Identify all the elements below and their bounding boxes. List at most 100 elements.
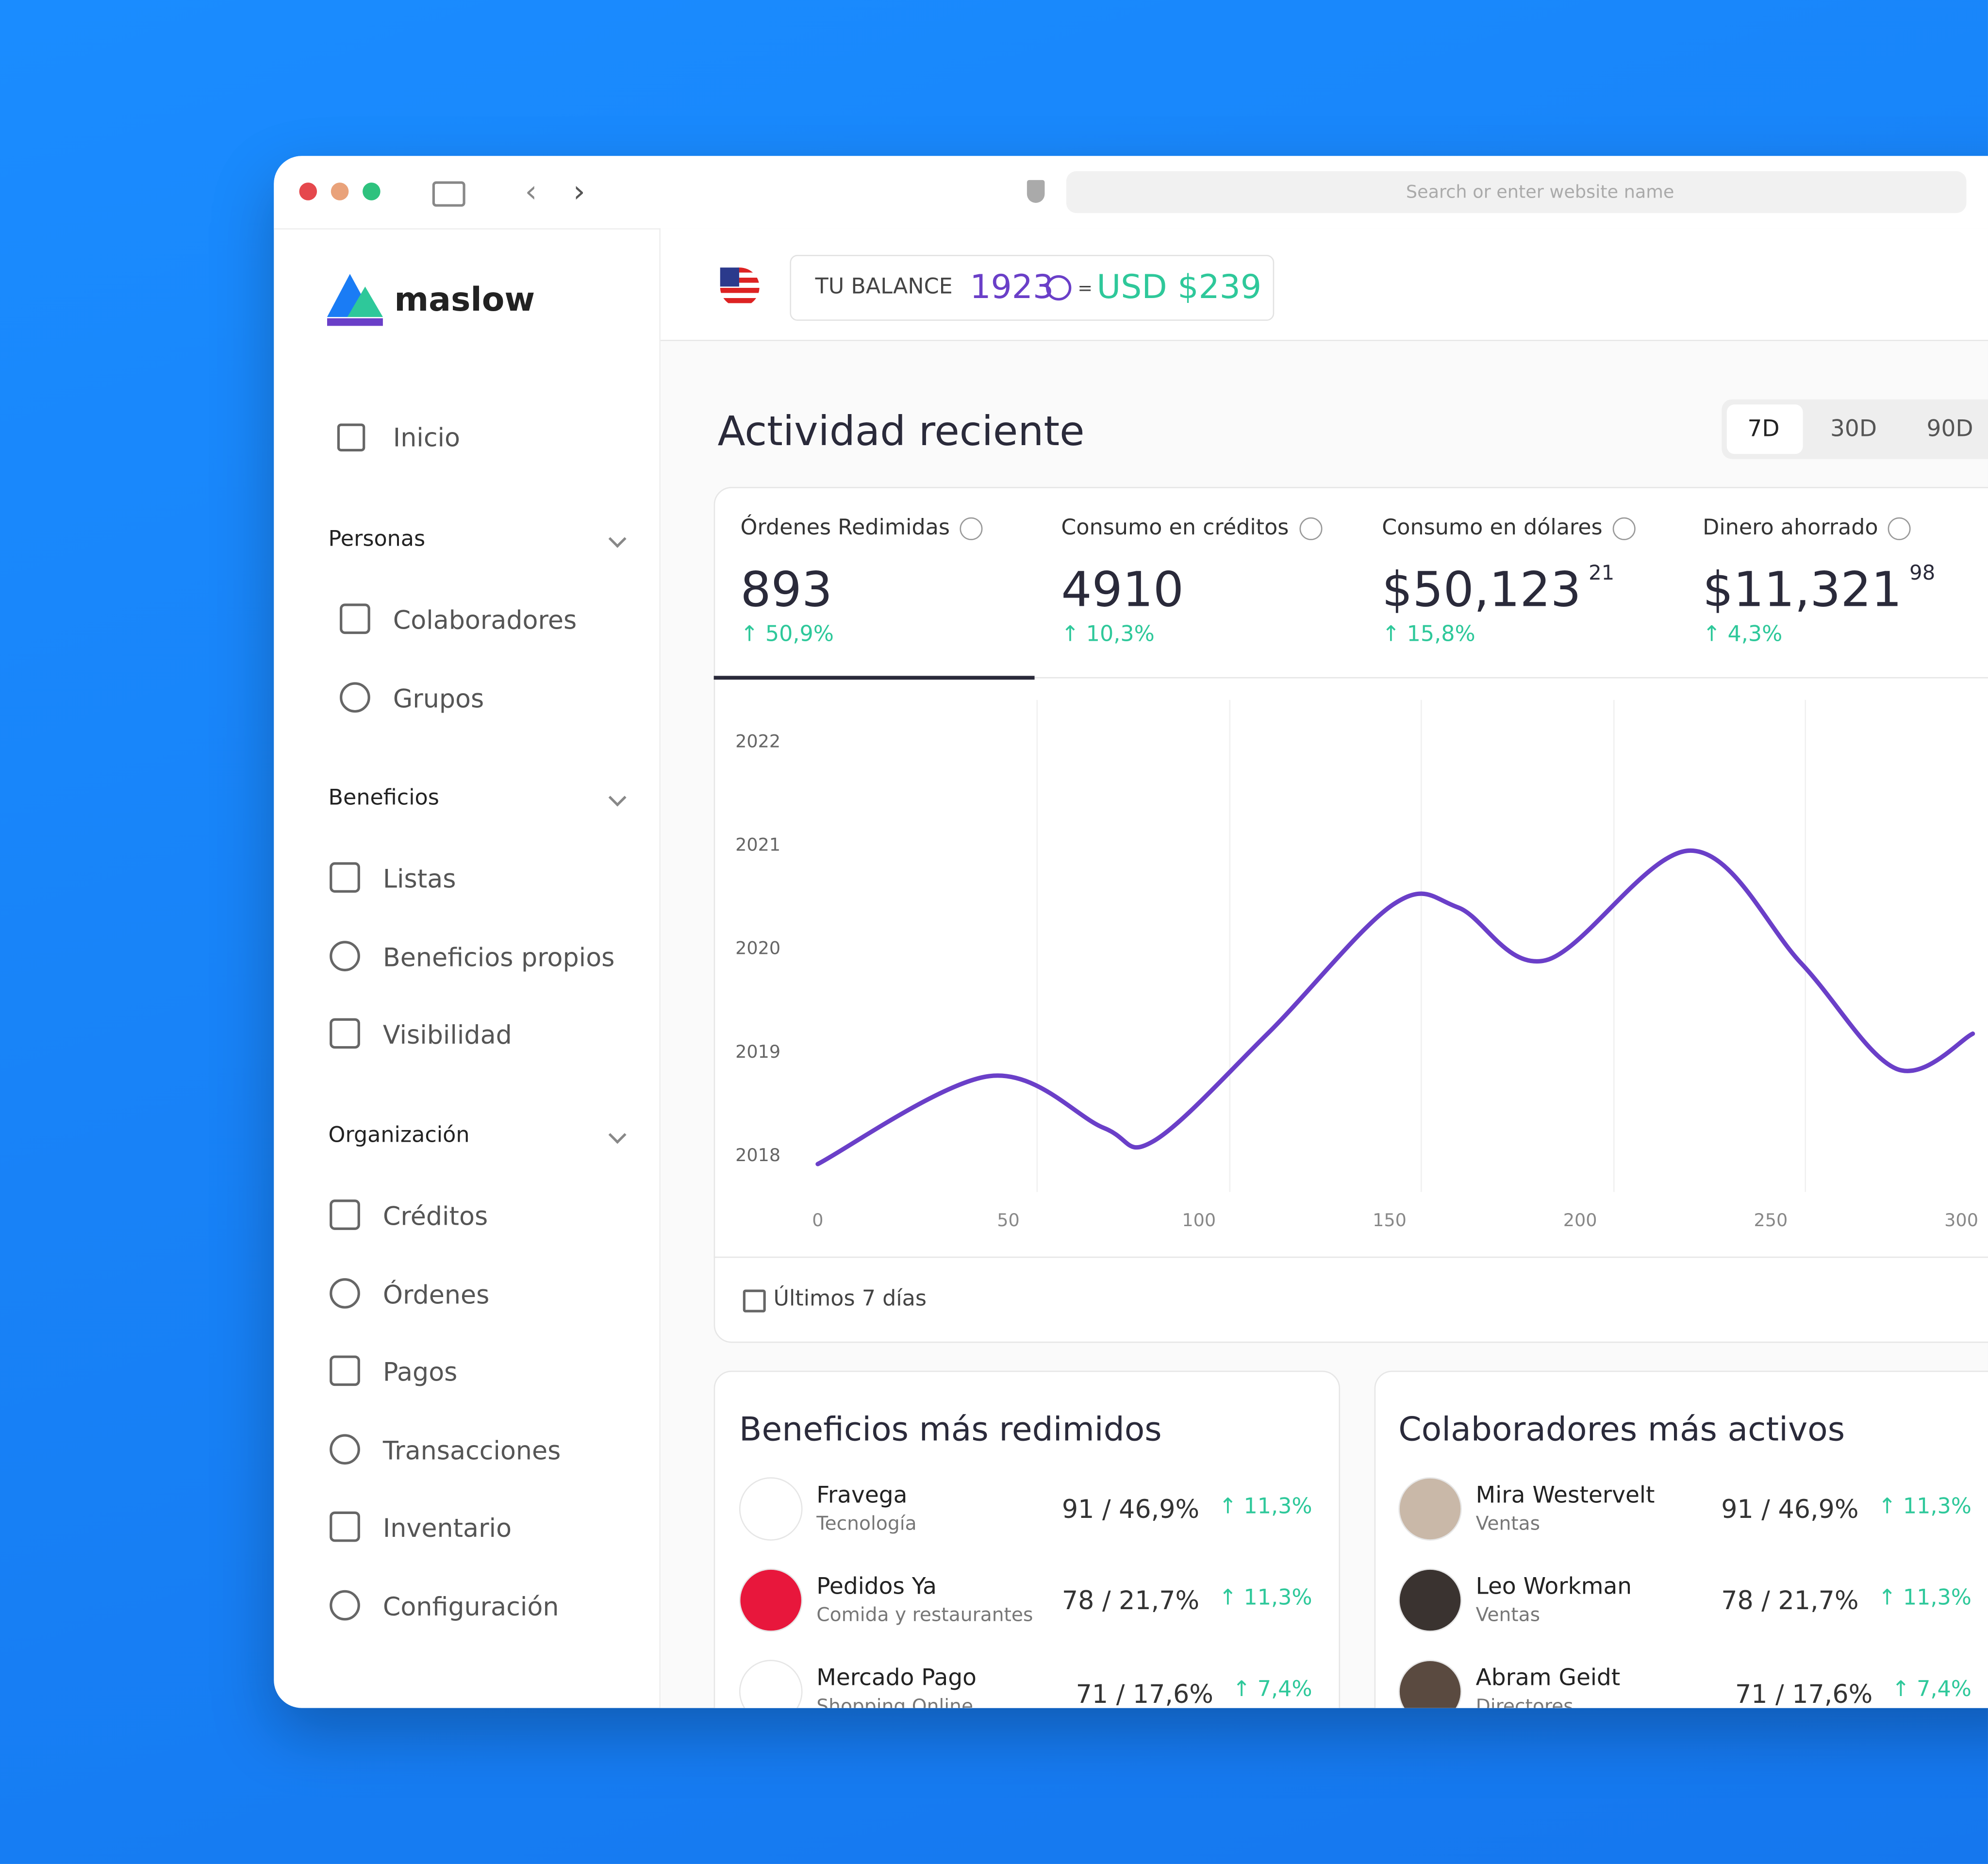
- nav-item[interactable]: Beneficios propios: [382, 942, 615, 973]
- nav-item[interactable]: Transacciones: [382, 1435, 561, 1466]
- nav-icon: [330, 1512, 360, 1543]
- balance-usd: USD $239: [1096, 268, 1262, 307]
- nav-item[interactable]: Inicio: [393, 422, 461, 453]
- stat-value: 893: [740, 562, 832, 618]
- home-icon: [337, 423, 365, 451]
- forward-button[interactable]: ›: [573, 173, 585, 210]
- avatar: [739, 1477, 803, 1541]
- x-tick-label: 0: [812, 1210, 823, 1231]
- row-name: Mira Westervelt: [1475, 1482, 1655, 1509]
- row-name: Fravega: [816, 1482, 908, 1509]
- row-name: Leo Workman: [1475, 1573, 1632, 1600]
- x-tick-label: 300: [1944, 1210, 1978, 1231]
- info-icon: [1612, 517, 1636, 540]
- activity-title: Actividad reciente: [717, 407, 1085, 455]
- row-change: ↑ 11,3%: [1878, 1585, 1971, 1611]
- nav-item[interactable]: Órdenes: [382, 1279, 490, 1310]
- stat-change: ↑ 10,3%: [1061, 622, 1155, 648]
- nav-item[interactable]: Créditos: [382, 1200, 488, 1232]
- calendar-icon: [743, 1289, 766, 1313]
- address-placeholder: Search or enter website name: [1406, 183, 1674, 203]
- stats-divider: [713, 677, 1988, 679]
- chart-footer-divider: [713, 1256, 1988, 1258]
- info-icon: [1299, 517, 1323, 540]
- benefits-card: [713, 1370, 1341, 1708]
- nav-icon: [330, 1355, 360, 1386]
- info-icon: [960, 517, 983, 540]
- nav-icon: [330, 1018, 360, 1049]
- info-icon: [1888, 517, 1911, 540]
- nav-section[interactable]: Organización: [328, 1123, 470, 1148]
- nav-section[interactable]: Personas: [328, 527, 426, 552]
- nav-icon: [330, 1199, 360, 1230]
- row-category: Shopping Online: [816, 1695, 974, 1708]
- browser-window: ‹ › Search or enter website name maslow …: [274, 156, 1988, 1708]
- chart-footer: Últimos 7 días: [773, 1286, 927, 1312]
- address-bar[interactable]: [1066, 171, 1967, 213]
- stat-cents: 98: [1909, 560, 1936, 585]
- row-change: ↑ 11,3%: [1219, 1494, 1312, 1520]
- row-category: Ventas: [1475, 1512, 1541, 1535]
- x-tick-label: 150: [1373, 1210, 1407, 1231]
- balance-equals: =: [1077, 279, 1093, 300]
- row-change: ↑ 7,4%: [1232, 1677, 1312, 1702]
- nav-item[interactable]: Listas: [382, 864, 456, 895]
- range-option[interactable]: 90D: [1926, 416, 1973, 443]
- flag-icon: [720, 267, 760, 307]
- row-change: ↑ 7,4%: [1891, 1677, 1971, 1702]
- sidebar-toggle[interactable]: [432, 181, 465, 207]
- balance-credits: 1923: [970, 268, 1054, 307]
- nav-icon: [330, 940, 360, 971]
- nav-item[interactable]: Configuración: [382, 1591, 559, 1622]
- nav-item[interactable]: Inventario: [382, 1513, 512, 1544]
- collaborators-title: Colaboradores más activos: [1398, 1411, 1845, 1449]
- nav-item[interactable]: Grupos: [393, 682, 484, 714]
- row-category: Tecnología: [816, 1512, 917, 1535]
- maximize-dot[interactable]: [363, 183, 381, 200]
- back-button[interactable]: ‹: [525, 173, 537, 210]
- nav-section[interactable]: Beneficios: [328, 785, 439, 811]
- row-name: Mercado Pago: [816, 1664, 977, 1692]
- x-tick-label: 100: [1182, 1210, 1216, 1231]
- y-tick-label: 2018: [735, 1145, 780, 1165]
- stat-label: Consumo en créditos: [1061, 515, 1289, 541]
- avatar: [739, 1660, 803, 1708]
- nav-item[interactable]: Visibilidad: [382, 1020, 512, 1050]
- nav-icon: [340, 603, 370, 634]
- x-tick-label: 50: [997, 1210, 1020, 1231]
- x-tick-label: 250: [1754, 1210, 1788, 1231]
- collaborators-card: [1374, 1370, 1988, 1708]
- close-dot[interactable]: [299, 183, 317, 200]
- balance-box: [790, 255, 1275, 321]
- row-category: Ventas: [1475, 1603, 1541, 1627]
- stat-value: 4910: [1061, 562, 1184, 618]
- minimize-dot[interactable]: [331, 183, 349, 200]
- y-tick-label: 2022: [735, 731, 780, 751]
- x-tick-label: 200: [1563, 1210, 1597, 1231]
- row-change: ↑ 11,3%: [1878, 1494, 1971, 1520]
- y-tick-label: 2019: [735, 1041, 780, 1062]
- nav-item[interactable]: Pagos: [382, 1357, 458, 1388]
- stat-value: $11,321: [1703, 562, 1902, 618]
- row-stat: 78 / 21,7%: [1061, 1585, 1200, 1615]
- shield-icon: [1027, 180, 1045, 203]
- nav-icon: [330, 1590, 360, 1621]
- window-content: ‹ › Search or enter website name maslow …: [274, 156, 1988, 1708]
- credit-icon: [1046, 275, 1072, 301]
- stat-value: $50,123: [1382, 562, 1581, 618]
- row-category: Directores: [1475, 1695, 1574, 1708]
- avatar: [1398, 1660, 1462, 1708]
- row-stat: 91 / 46,9%: [1061, 1494, 1200, 1524]
- nav-item[interactable]: Colaboradores: [393, 605, 577, 635]
- activity-card: [713, 487, 1988, 1343]
- range-option[interactable]: 30D: [1830, 416, 1877, 443]
- nav-icon: [330, 1433, 360, 1465]
- avatar: [1398, 1477, 1462, 1541]
- range-option[interactable]: 7D: [1747, 416, 1780, 443]
- stat-change: ↑ 15,8%: [1382, 622, 1475, 648]
- logo-text: maslow: [394, 281, 535, 320]
- nav-icon: [330, 1278, 360, 1308]
- stat-change: ↑ 4,3%: [1703, 622, 1783, 648]
